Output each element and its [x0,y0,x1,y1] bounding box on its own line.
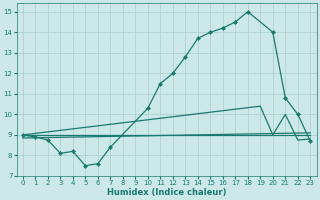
X-axis label: Humidex (Indice chaleur): Humidex (Indice chaleur) [107,188,226,197]
